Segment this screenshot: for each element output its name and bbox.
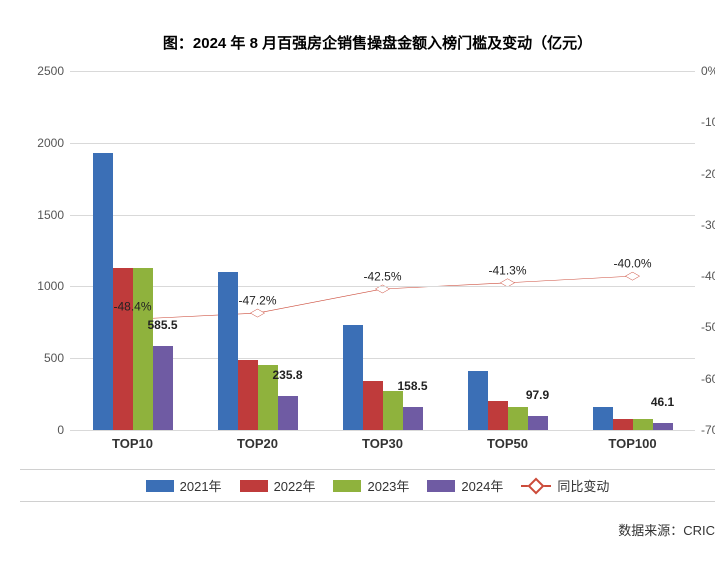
bar [653, 423, 673, 430]
x-tick-label: TOP50 [487, 430, 528, 451]
y-left-tick: 2000 [37, 136, 70, 150]
legend-label: 2023年 [367, 476, 409, 495]
x-tick-label: TOP30 [362, 430, 403, 451]
y-left-tick: 1000 [37, 279, 70, 293]
bar-value-label: 158.5 [397, 379, 427, 393]
bar [238, 360, 258, 430]
y-left-tick: 500 [44, 351, 70, 365]
bar [403, 407, 423, 430]
y-right-tick: -40% [695, 269, 715, 283]
chart-title: 图：2024 年 8 月百强房企销售操盘金额入榜门槛及变动（亿元） [20, 20, 715, 61]
legend-item: 同比变动 [521, 476, 609, 495]
line-value-label: -47.2% [238, 293, 276, 307]
plot-area: 05001000150020002500-70%-60%-50%-40%-30%… [70, 71, 695, 431]
plot-wrapper: 05001000150020002500-70%-60%-50%-40%-30%… [70, 71, 695, 431]
bar-value-label: 46.1 [651, 395, 674, 409]
legend-swatch [333, 480, 361, 492]
bar [278, 396, 298, 430]
y-right-tick: 0% [695, 64, 715, 78]
legend-item: 2023年 [333, 476, 409, 495]
x-tick-label: TOP20 [237, 430, 278, 451]
y-right-tick: -50% [695, 320, 715, 334]
gridline [70, 286, 695, 287]
y-right-tick: -10% [695, 115, 715, 129]
y-left-tick: 1500 [37, 208, 70, 222]
line-value-label: -48.4% [113, 300, 151, 314]
bar [113, 268, 133, 430]
gridline [70, 71, 695, 72]
legend-item: 2021年 [146, 476, 222, 495]
y-right-tick: -70% [695, 423, 715, 437]
bar [633, 419, 653, 430]
line-value-label: -41.3% [488, 263, 526, 277]
y-right-tick: -30% [695, 218, 715, 232]
line-value-label: -42.5% [363, 269, 401, 283]
bar [468, 371, 488, 430]
bar [133, 268, 153, 430]
bar [613, 419, 633, 430]
line-marker [250, 309, 264, 317]
line-value-label: -40.0% [613, 257, 651, 271]
bar [488, 401, 508, 430]
gridline [70, 215, 695, 216]
bar-value-label: 97.9 [526, 388, 549, 402]
source-text: 数据来源：CRIC [20, 502, 715, 539]
legend: 2021年 2022年 2023年 2024年 同比变动 [20, 469, 715, 502]
legend-label: 2022年 [274, 476, 316, 495]
bar [153, 346, 173, 430]
legend-label: 2024年 [461, 476, 503, 495]
x-tick-label: TOP100 [608, 430, 656, 451]
legend-swatch [240, 480, 268, 492]
y-right-tick: -20% [695, 167, 715, 181]
legend-swatch [427, 480, 455, 492]
x-tick-label: TOP10 [112, 430, 153, 451]
line-marker [625, 272, 639, 280]
bar [528, 416, 548, 430]
y-right-tick: -60% [695, 372, 715, 386]
legend-label: 同比变动 [557, 476, 609, 495]
bar [508, 407, 528, 430]
y-left-tick: 0 [57, 423, 70, 437]
bar [343, 325, 363, 430]
bar [383, 391, 403, 430]
legend-swatch [146, 480, 174, 492]
legend-item: 2022年 [240, 476, 316, 495]
bar [363, 381, 383, 430]
bar-value-label: 235.8 [272, 368, 302, 382]
legend-label: 2021年 [180, 476, 222, 495]
bar [93, 153, 113, 430]
legend-line-swatch [521, 480, 551, 492]
bar [593, 407, 613, 430]
gridline [70, 143, 695, 144]
bar [218, 272, 238, 430]
chart-container: 图：2024 年 8 月百强房企销售操盘金额入榜门槛及变动（亿元） 050010… [20, 20, 715, 567]
legend-item: 2024年 [427, 476, 503, 495]
bar-value-label: 585.5 [147, 318, 177, 332]
y-left-tick: 2500 [37, 64, 70, 78]
